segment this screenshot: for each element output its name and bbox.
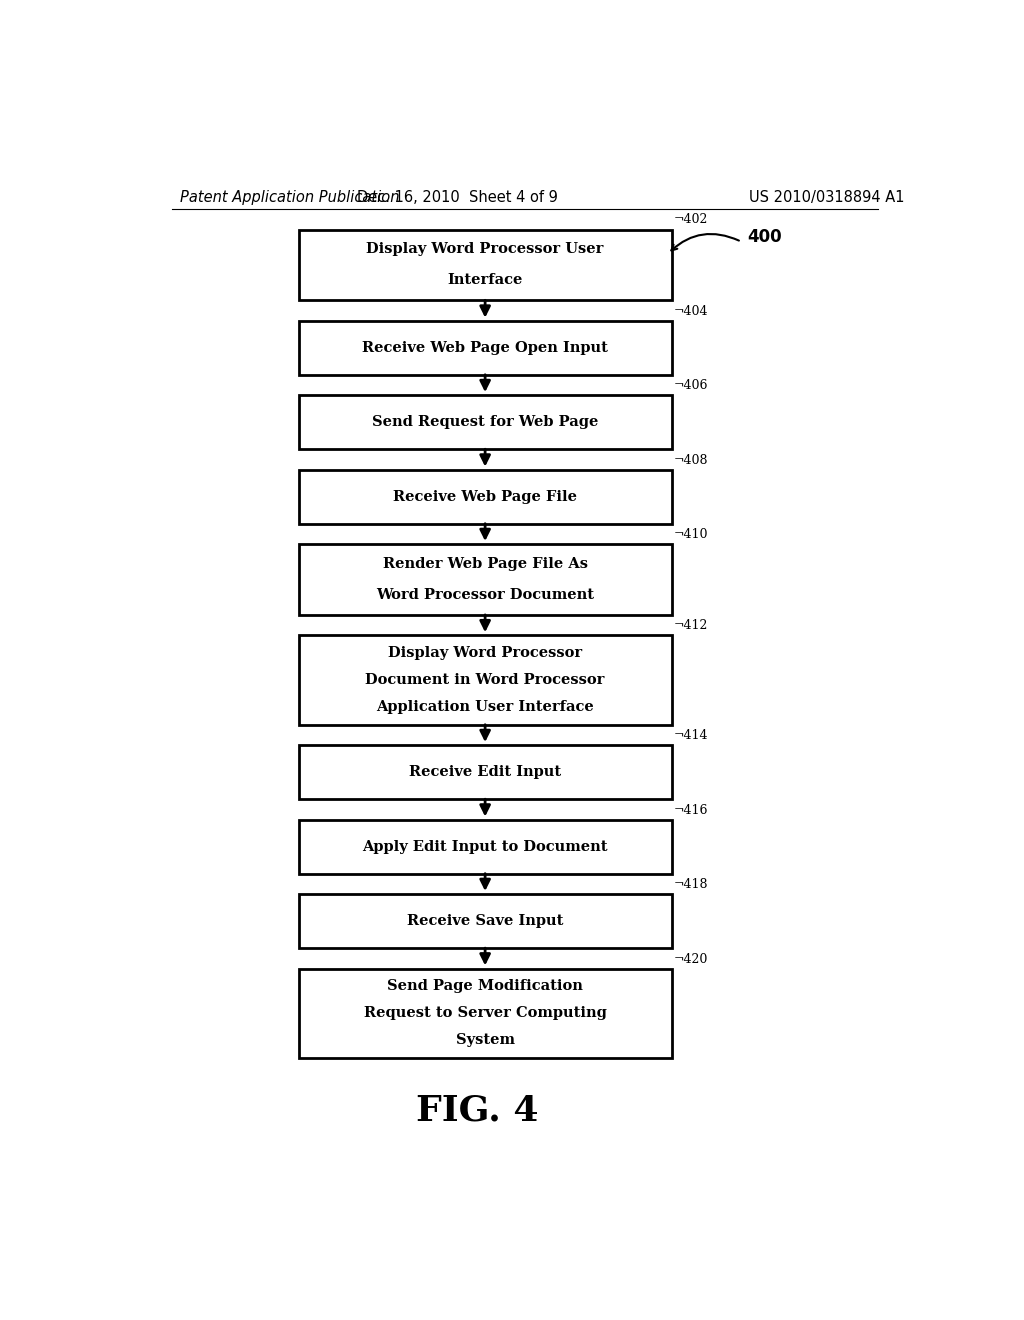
Text: Patent Application Publication: Patent Application Publication (179, 190, 399, 205)
Text: Send Request for Web Page: Send Request for Web Page (372, 416, 598, 429)
Text: ¬414: ¬414 (674, 729, 709, 742)
Bar (299, 820, 672, 874)
Text: System: System (456, 1034, 515, 1047)
Bar (299, 894, 672, 948)
Bar (299, 746, 672, 799)
Text: Render Web Page File As: Render Web Page File As (383, 557, 588, 572)
Bar (299, 544, 672, 615)
FancyArrowPatch shape (672, 234, 739, 251)
Text: US 2010/0318894 A1: US 2010/0318894 A1 (749, 190, 904, 205)
Text: Receive Edit Input: Receive Edit Input (409, 766, 561, 779)
Text: Display Word Processor User: Display Word Processor User (367, 243, 604, 256)
Text: Send Page Modification: Send Page Modification (387, 979, 583, 993)
Text: Dec. 16, 2010  Sheet 4 of 9: Dec. 16, 2010 Sheet 4 of 9 (357, 190, 558, 205)
Text: Receive Web Page Open Input: Receive Web Page Open Input (362, 341, 608, 355)
Bar (299, 969, 672, 1057)
Text: ¬420: ¬420 (674, 953, 709, 965)
Text: Apply Edit Input to Document: Apply Edit Input to Document (362, 840, 608, 854)
Text: Receive Web Page File: Receive Web Page File (393, 490, 578, 504)
Text: Request to Server Computing: Request to Server Computing (364, 1006, 606, 1020)
Text: Application User Interface: Application User Interface (376, 700, 594, 714)
Text: ¬412: ¬412 (674, 619, 709, 632)
Text: ¬418: ¬418 (674, 878, 709, 891)
Bar (299, 470, 672, 524)
Text: Document in Word Processor: Document in Word Processor (366, 673, 605, 686)
Bar (299, 635, 672, 725)
Text: ¬410: ¬410 (674, 528, 709, 541)
Bar (299, 230, 672, 300)
Text: Word Processor Document: Word Processor Document (376, 589, 594, 602)
Text: Display Word Processor: Display Word Processor (388, 645, 583, 660)
Bar (299, 395, 672, 449)
Text: ¬408: ¬408 (674, 454, 709, 467)
Text: ¬404: ¬404 (674, 305, 709, 318)
Text: Interface: Interface (447, 273, 523, 288)
Text: ¬416: ¬416 (674, 804, 709, 817)
Text: Receive Save Input: Receive Save Input (407, 913, 563, 928)
Bar (299, 321, 672, 375)
Text: FIG. 4: FIG. 4 (416, 1094, 539, 1127)
Text: 400: 400 (748, 227, 781, 246)
Text: ¬406: ¬406 (674, 379, 709, 392)
Text: ¬402: ¬402 (674, 214, 709, 227)
